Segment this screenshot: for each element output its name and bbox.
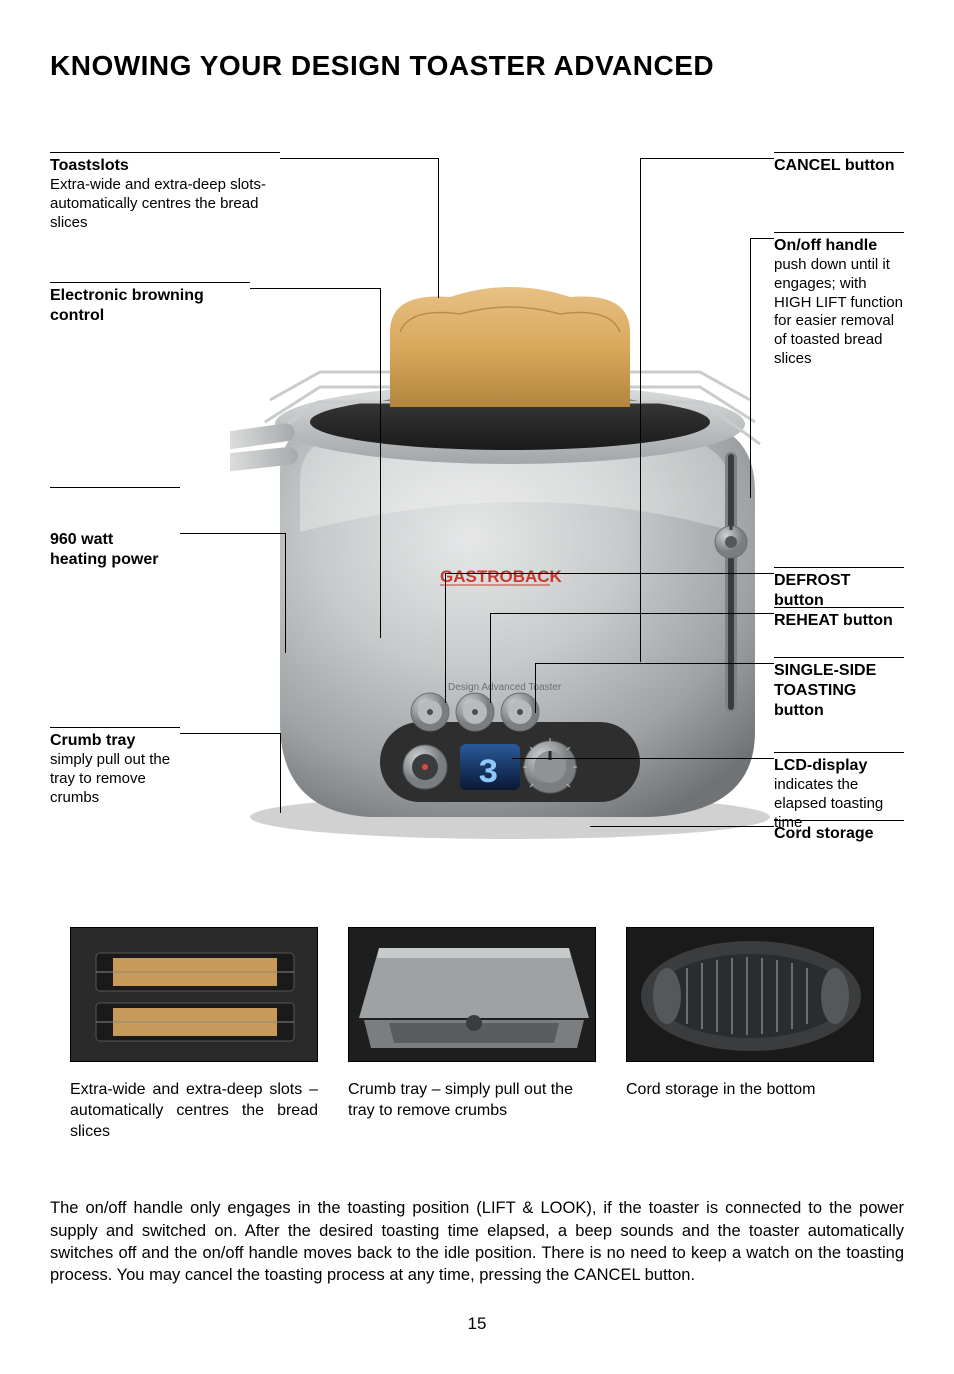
detail-cord: Cord storage in the bottom — [626, 927, 874, 1142]
callout-handle: On/off handle push down until it engages… — [774, 232, 904, 369]
page-number: 15 — [50, 1314, 904, 1334]
callout-toastslots: Toastslots Extra-wide and extra-deep slo… — [50, 152, 280, 232]
label-head: Crumb tray — [50, 727, 180, 751]
label-head: Toastslots — [50, 152, 280, 176]
label-head: CANCEL button — [774, 152, 904, 176]
label-head: Cord storage — [774, 820, 904, 844]
label-head: DEFROST button — [774, 567, 904, 611]
detail-slots-image — [70, 927, 318, 1062]
svg-text:GASTROBACK: GASTROBACK — [440, 567, 563, 586]
label-head: Electronic browning control — [50, 282, 250, 326]
callout-defrost: DEFROST button — [774, 567, 904, 611]
detail-slots-caption: Extra-wide and extra-deep slots – automa… — [70, 1080, 318, 1142]
detail-cord-image — [626, 927, 874, 1062]
toaster-illustration: GASTROBACK Design Advanced Toaster 3 — [230, 272, 790, 842]
label-head: LCD-display — [774, 752, 904, 776]
detail-row: Extra-wide and extra-deep slots – automa… — [50, 927, 904, 1142]
callout-single: SINGLE-SIDE TOASTING button — [774, 657, 904, 721]
body-paragraph: The on/off handle only engages in the to… — [50, 1197, 904, 1286]
product-diagram: GASTROBACK Design Advanced Toaster 3 — [50, 152, 904, 872]
callout-reheat: REHEAT button — [774, 607, 904, 631]
svg-text:3: 3 — [478, 755, 498, 793]
detail-tray: Crumb tray – simply pull out the tray to… — [348, 927, 596, 1142]
callout-cancel: CANCEL button — [774, 152, 904, 176]
callout-crumb: Crumb tray simply pull out the tray to r… — [50, 727, 180, 807]
detail-tray-image — [348, 927, 596, 1062]
callout-cord: Cord storage — [774, 820, 904, 844]
label-desc: push down until it engages; with HIGH LI… — [774, 256, 904, 369]
detail-cord-caption: Cord storage in the bottom — [626, 1080, 874, 1101]
label-head: REHEAT button — [774, 607, 904, 631]
label-desc: Extra-wide and extra-deep slots- automat… — [50, 176, 280, 232]
label-head: 960 watt — [50, 527, 180, 550]
label-desc: heating power — [50, 550, 180, 570]
callout-browning: Electronic browning control — [50, 282, 250, 326]
callout-watt: 960 watt heating power — [50, 527, 180, 570]
detail-slots: Extra-wide and extra-deep slots – automa… — [70, 927, 318, 1142]
page-title: KNOWING YOUR DESIGN TOASTER ADVANCED — [50, 50, 904, 82]
label-desc: simply pull out the tray to remove crumb… — [50, 751, 180, 807]
svg-text:Design Advanced Toaster: Design Advanced Toaster — [448, 682, 562, 693]
label-head: SINGLE-SIDE TOASTING button — [774, 657, 904, 721]
label-head: On/off handle — [774, 232, 904, 256]
detail-tray-caption: Crumb tray – simply pull out the tray to… — [348, 1080, 596, 1122]
